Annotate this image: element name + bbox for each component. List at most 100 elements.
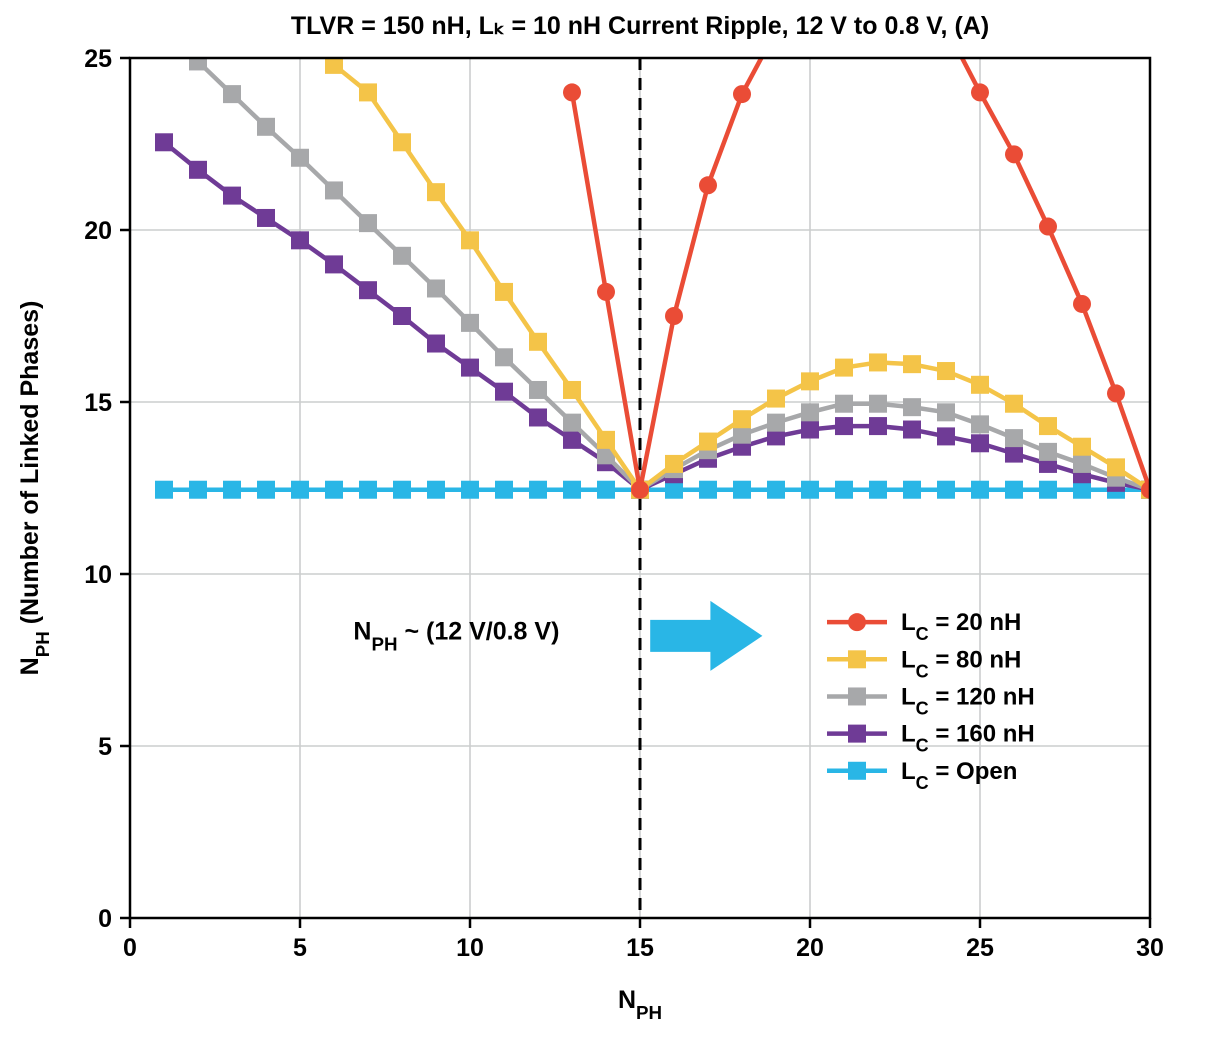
- series-marker-lc_160: [937, 427, 955, 445]
- series-marker-lc_80: [971, 376, 989, 394]
- series-marker-lc_160: [835, 417, 853, 435]
- series-marker-lc_20: [699, 176, 717, 194]
- series-marker-lc_80: [1039, 417, 1057, 435]
- series-marker-lc_160: [291, 231, 309, 249]
- series-marker-lc_120: [529, 381, 547, 399]
- series-marker-lc_open: [495, 481, 513, 499]
- chart-container: 0510152025300510152025TLVR = 150 nH, Lₖ …: [0, 0, 1211, 1046]
- series-marker-lc_120: [971, 415, 989, 433]
- series-marker-lc_80: [1073, 438, 1091, 456]
- series-marker-lc_open: [869, 481, 887, 499]
- legend-swatch-marker: [848, 613, 866, 631]
- legend-swatch-marker: [848, 650, 866, 668]
- xtick-label: 15: [626, 934, 654, 962]
- series-marker-lc_120: [495, 348, 513, 366]
- series-marker-lc_120: [835, 395, 853, 413]
- series-marker-lc_160: [801, 421, 819, 439]
- series-marker-lc_20: [1039, 218, 1057, 236]
- ytick-label: 15: [84, 389, 112, 417]
- series-marker-lc_20: [1107, 384, 1125, 402]
- series-marker-lc_open: [223, 481, 241, 499]
- series-marker-lc_80: [733, 410, 751, 428]
- series-marker-lc_open: [257, 481, 275, 499]
- series-marker-lc_open: [733, 481, 751, 499]
- ytick-label: 25: [84, 45, 112, 73]
- series-marker-lc_open: [699, 481, 717, 499]
- series-marker-lc_120: [563, 414, 581, 432]
- series-marker-lc_120: [903, 398, 921, 416]
- series-marker-lc_160: [461, 359, 479, 377]
- series-marker-lc_160: [257, 209, 275, 227]
- series-marker-lc_80: [495, 283, 513, 301]
- series-marker-lc_120: [869, 395, 887, 413]
- series-marker-lc_80: [563, 381, 581, 399]
- series-marker-lc_open: [529, 481, 547, 499]
- series-marker-lc_open: [563, 481, 581, 499]
- series-marker-lc_80: [903, 355, 921, 373]
- series-marker-lc_80: [393, 133, 411, 151]
- series-marker-lc_open: [767, 481, 785, 499]
- series-marker-lc_120: [427, 279, 445, 297]
- chart-svg: 0510152025300510152025TLVR = 150 nH, Lₖ …: [0, 0, 1211, 1046]
- series-marker-lc_80: [801, 372, 819, 390]
- legend-swatch-marker: [848, 762, 866, 780]
- ytick-label: 0: [98, 905, 112, 933]
- series-marker-lc_open: [1073, 481, 1091, 499]
- series-marker-lc_open: [835, 481, 853, 499]
- series-marker-lc_20: [1073, 295, 1091, 313]
- series-marker-lc_160: [869, 417, 887, 435]
- series-marker-lc_160: [223, 187, 241, 205]
- series-marker-lc_160: [563, 431, 581, 449]
- series-marker-lc_120: [359, 214, 377, 232]
- series-marker-lc_open: [971, 481, 989, 499]
- xtick-label: 5: [293, 934, 307, 962]
- series-marker-lc_120: [461, 314, 479, 332]
- series-marker-lc_80: [869, 353, 887, 371]
- series-marker-lc_160: [903, 421, 921, 439]
- series-marker-lc_120: [1073, 455, 1091, 473]
- series-marker-lc_80: [427, 183, 445, 201]
- series-marker-lc_open: [1005, 481, 1023, 499]
- xtick-label: 10: [456, 934, 484, 962]
- series-marker-lc_open: [801, 481, 819, 499]
- series-marker-lc_120: [767, 414, 785, 432]
- series-marker-lc_160: [529, 408, 547, 426]
- series-marker-lc_20: [733, 85, 751, 103]
- legend-swatch-marker: [848, 725, 866, 743]
- series-marker-lc_open: [937, 481, 955, 499]
- ytick-label: 20: [84, 217, 112, 245]
- series-marker-lc_120: [1039, 443, 1057, 461]
- series-marker-lc_160: [495, 383, 513, 401]
- xtick-label: 30: [1136, 934, 1164, 962]
- series-marker-lc_20: [1005, 145, 1023, 163]
- series-marker-lc_open: [665, 481, 683, 499]
- series-marker-lc_120: [257, 118, 275, 136]
- series-marker-lc_20: [563, 83, 581, 101]
- series-marker-lc_120: [393, 247, 411, 265]
- series-marker-lc_20: [631, 481, 649, 499]
- series-marker-lc_open: [291, 481, 309, 499]
- series-marker-lc_160: [393, 307, 411, 325]
- series-marker-lc_80: [699, 433, 717, 451]
- legend-swatch-marker: [848, 687, 866, 705]
- series-marker-lc_160: [325, 255, 343, 273]
- xtick-label: 0: [123, 934, 137, 962]
- series-marker-lc_160: [359, 281, 377, 299]
- series-marker-lc_open: [189, 481, 207, 499]
- series-marker-lc_open: [461, 481, 479, 499]
- series-marker-lc_20: [665, 307, 683, 325]
- series-marker-lc_120: [937, 403, 955, 421]
- series-marker-lc_open: [597, 481, 615, 499]
- xtick-label: 25: [966, 934, 994, 962]
- chart-title: TLVR = 150 nH, Lₖ = 10 nH Current Ripple…: [291, 12, 989, 40]
- series-marker-lc_80: [529, 333, 547, 351]
- series-marker-lc_80: [1107, 458, 1125, 476]
- series-marker-lc_80: [359, 83, 377, 101]
- series-marker-lc_120: [733, 426, 751, 444]
- series-marker-lc_open: [325, 481, 343, 499]
- ytick-label: 5: [98, 733, 112, 761]
- series-marker-lc_120: [223, 85, 241, 103]
- series-marker-lc_120: [291, 149, 309, 167]
- series-marker-lc_80: [665, 455, 683, 473]
- series-marker-lc_80: [597, 431, 615, 449]
